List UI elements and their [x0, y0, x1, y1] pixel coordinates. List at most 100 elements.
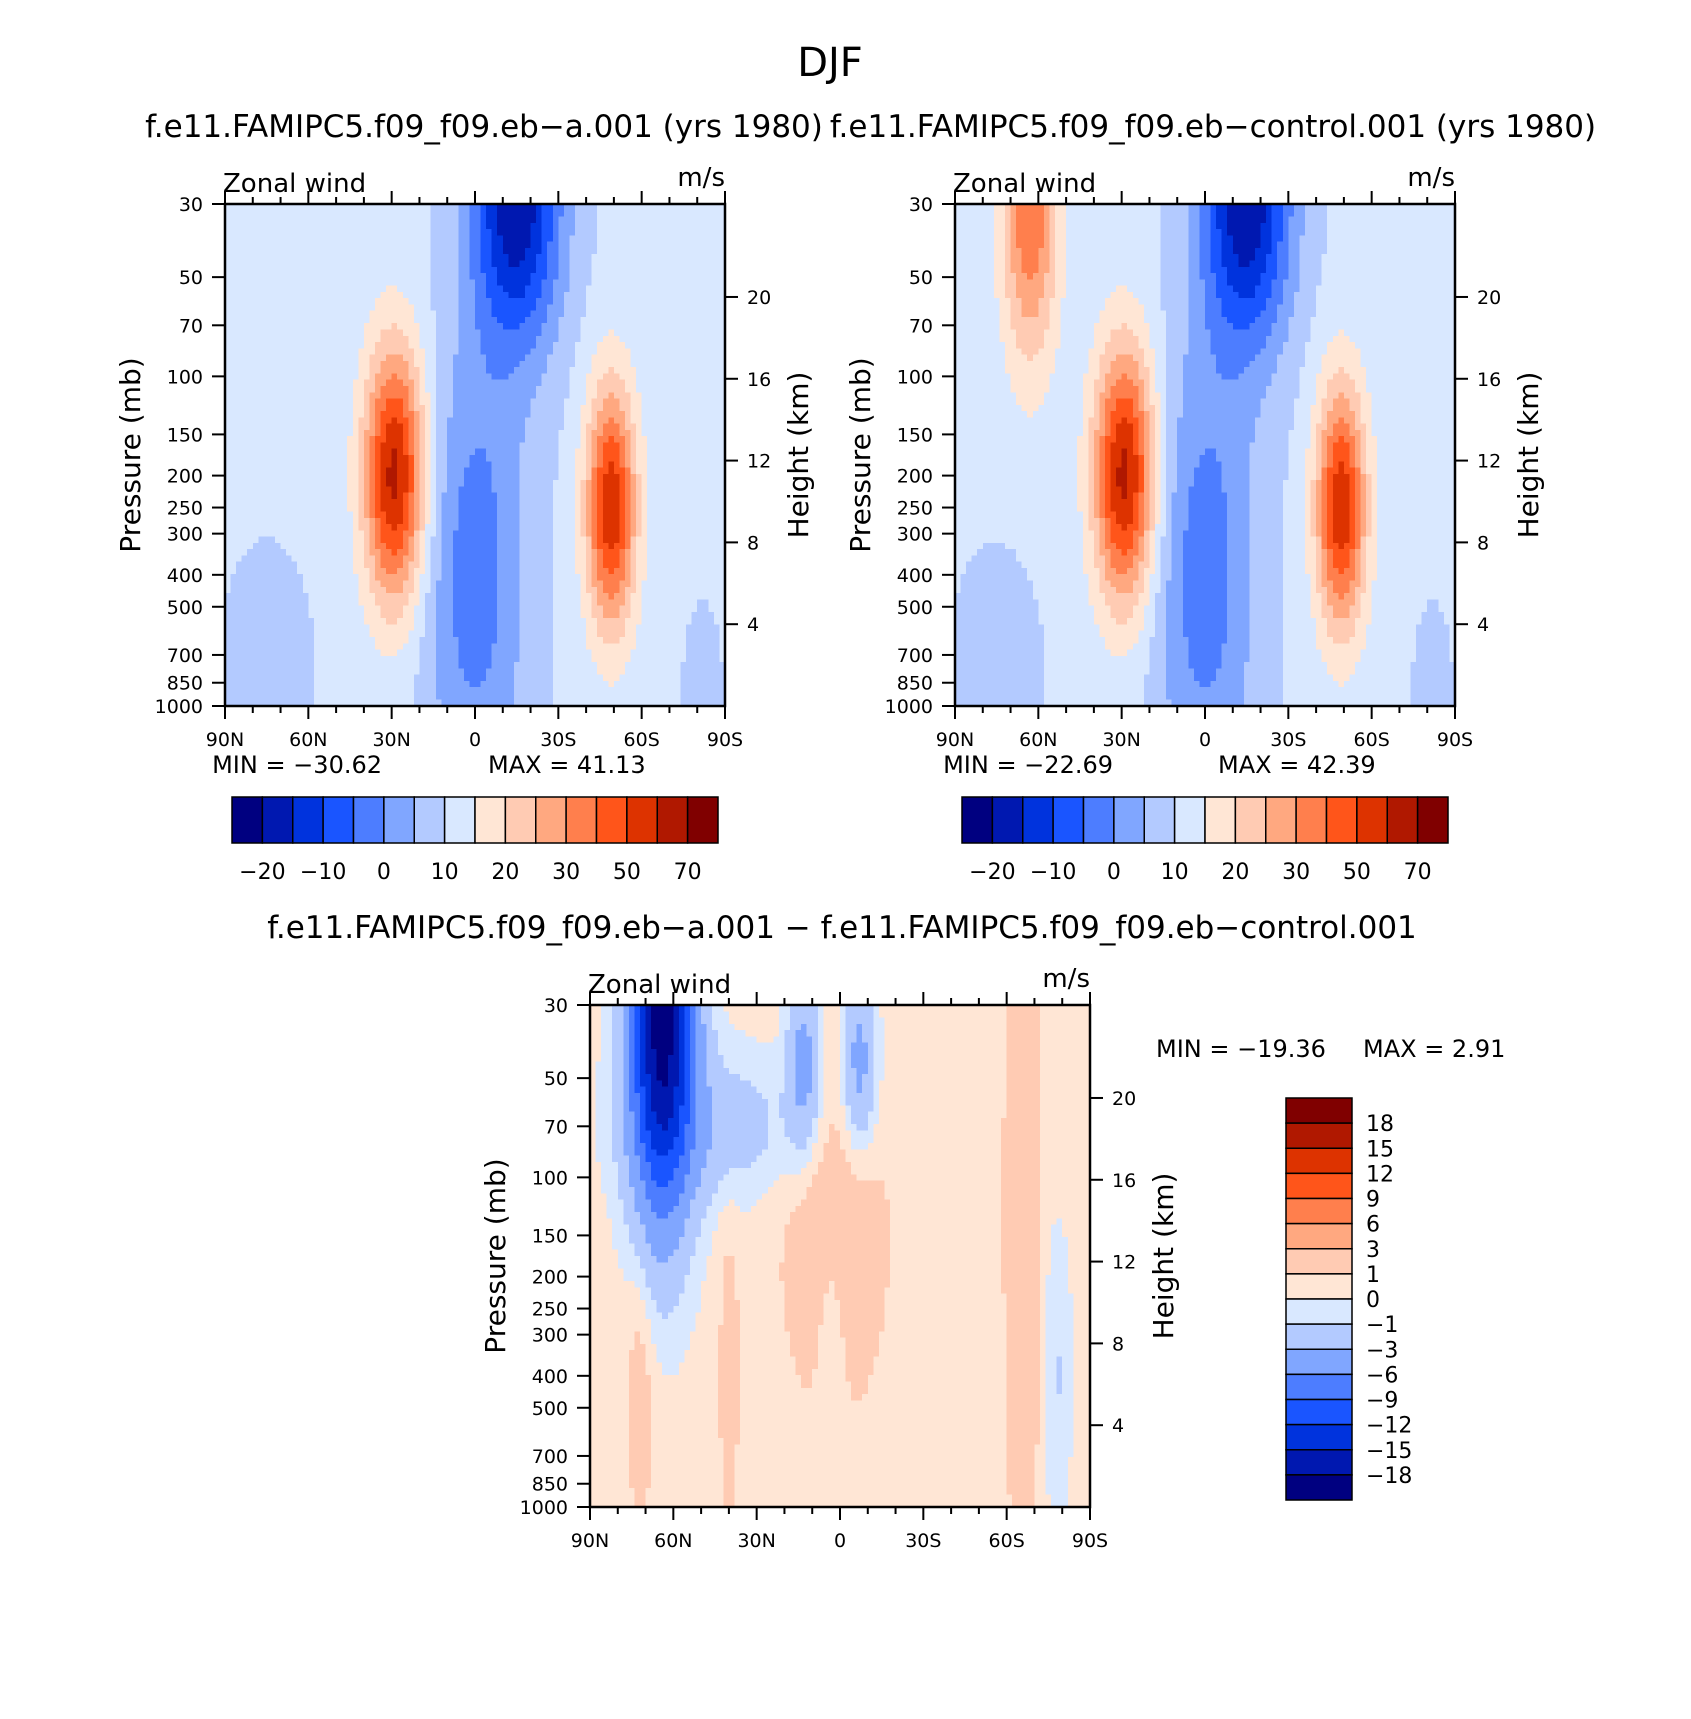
- contour-cell: [419, 429, 426, 437]
- contour-cell: [1016, 329, 1045, 337]
- contour-cell: [862, 1394, 1008, 1401]
- contour-cell: [402, 379, 415, 387]
- contour-cell: [591, 442, 598, 450]
- colorbar-label: 10: [1161, 860, 1189, 885]
- contour-cell: [640, 1117, 647, 1125]
- contour-cell: [402, 511, 409, 519]
- contour-cell: [430, 511, 437, 519]
- panel-control: 90N 60N 30N 0 30S 60S 90S305070100150200250300…: [830, 109, 1596, 885]
- contour-cell: [1127, 618, 1145, 626]
- contour-cell: [1160, 549, 1173, 557]
- contour-cell: [386, 398, 404, 406]
- contour-cell: [1310, 498, 1317, 506]
- contour-cell: [1005, 216, 1012, 224]
- contour-cell: [1193, 674, 1217, 682]
- contour-cell: [313, 636, 376, 644]
- contour-cell: [795, 1055, 813, 1063]
- colorbar-swatch: [991, 796, 1024, 844]
- contour-cell: [363, 392, 371, 400]
- contour-cell: [1043, 241, 1051, 249]
- contour-cell: [1149, 486, 1156, 494]
- contour-cell: [1182, 398, 1262, 406]
- contour-cell: [828, 1130, 841, 1138]
- contour-cell: [1043, 624, 1101, 632]
- contour-cell: [845, 1080, 858, 1088]
- contour-cell: [502, 285, 526, 293]
- contour-cell: [806, 1143, 813, 1150]
- contour-cell: [1005, 285, 1017, 293]
- contour-cell: [380, 492, 393, 500]
- contour-cell: [413, 542, 421, 550]
- contour-cell: [690, 1005, 697, 1012]
- contour-cell: [1166, 530, 1173, 538]
- contour-cell: [706, 1149, 763, 1157]
- contour-cell: [634, 1337, 641, 1345]
- contour-cell: [1138, 636, 1151, 644]
- y2-axis-label: Height (km): [1512, 372, 1545, 539]
- contour-cell: [955, 687, 1045, 695]
- contour-cell: [845, 1036, 858, 1044]
- contour-cell: [1001, 1117, 1041, 1125]
- contour-cell: [695, 1067, 708, 1075]
- contour-cell: [717, 1425, 741, 1433]
- contour-cell: [1310, 335, 1334, 343]
- contour-cell: [612, 1005, 624, 1012]
- contour-cell: [425, 605, 437, 613]
- contour-cell: [636, 385, 726, 393]
- contour-cell: [993, 285, 1006, 293]
- contour-cell: [413, 511, 421, 519]
- contour-cell: [458, 260, 471, 268]
- contour-cell: [436, 655, 459, 663]
- contour-cell: [993, 254, 1006, 262]
- contour-cell: [519, 561, 554, 569]
- contour-cell: [645, 1312, 663, 1320]
- contour-cell: [1221, 655, 1251, 663]
- contour-cell: [1055, 285, 1067, 293]
- contour-cell: [436, 316, 459, 324]
- contour-cell: [636, 542, 648, 550]
- contour-cell: [1260, 310, 1278, 318]
- contour-cell: [452, 630, 498, 638]
- contour-cell: [1166, 461, 1178, 469]
- contour-cell: [695, 1036, 708, 1044]
- contour-cell: [678, 1124, 686, 1132]
- colorbar-swatch: [1356, 796, 1388, 844]
- contour-cell: [601, 1186, 619, 1194]
- y-tick-label: 300: [897, 524, 933, 546]
- contour-cell: [1349, 605, 1362, 613]
- contour-cell: [552, 699, 682, 707]
- contour-cell: [751, 1080, 786, 1088]
- contour-cell: [645, 1193, 680, 1201]
- contour-cell: [1249, 473, 1289, 481]
- contour-cell: [734, 1293, 786, 1301]
- contour-cell: [1001, 1268, 1041, 1276]
- contour-cell: [1227, 524, 1251, 531]
- y2-tick-label: 16: [1477, 369, 1501, 391]
- contour-cell: [1349, 505, 1356, 513]
- contour-cell: [347, 486, 359, 494]
- contour-cell: [717, 1337, 741, 1345]
- contour-cell: [1299, 392, 1317, 400]
- contour-cell: [363, 455, 371, 462]
- contour-cell: [630, 486, 637, 494]
- contour-cell: [369, 492, 376, 500]
- contour-cell: [436, 310, 459, 318]
- contour-cell: [845, 1099, 874, 1107]
- contour-cell: [602, 429, 621, 437]
- contour-cell: [1143, 442, 1151, 450]
- contour-cell: [575, 555, 587, 563]
- contour-cell: [651, 1174, 674, 1182]
- contour-cell: [840, 1017, 847, 1025]
- contour-cell: [508, 291, 526, 299]
- contour-cell: [734, 1481, 1008, 1489]
- contour-cell: [519, 480, 554, 487]
- contour-cell: [425, 480, 432, 487]
- contour-cell: [380, 455, 393, 462]
- contour-cell: [723, 1274, 736, 1282]
- contour-cell: [690, 1111, 697, 1119]
- contour-cell: [1010, 385, 1051, 393]
- contour-cell: [1155, 555, 1162, 563]
- contour-cell: [1188, 210, 1201, 218]
- contour-cell: [1040, 1055, 1091, 1063]
- contour-cell: [1006, 1055, 1041, 1063]
